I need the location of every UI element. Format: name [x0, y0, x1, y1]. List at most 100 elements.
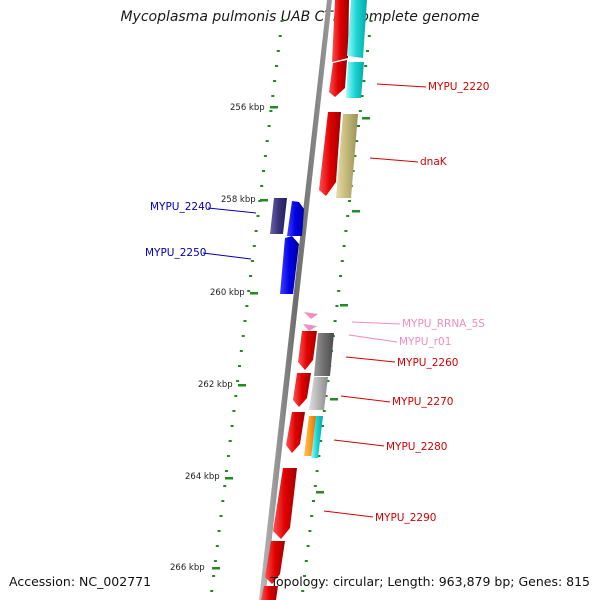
track-dot: [364, 65, 368, 67]
track-dot: [212, 575, 216, 577]
tick-mark: [260, 199, 268, 202]
track-dot: [367, 35, 371, 37]
gene-label: MYPU_r01: [399, 336, 451, 348]
track-dot: [250, 260, 254, 262]
tick-mark: [330, 398, 338, 401]
track-dot: [262, 170, 265, 172]
gene-label: MYPU_2220: [428, 81, 489, 93]
track-dot: [213, 560, 217, 562]
gene-label: MYPU_2270: [392, 396, 453, 408]
gene-arrow: [329, 60, 347, 97]
track-dot: [353, 155, 357, 157]
track-dot: [308, 530, 312, 532]
leader-line: [345, 356, 396, 363]
track-dot: [215, 545, 219, 547]
track-dot: [333, 320, 337, 322]
track-dot: [258, 200, 262, 202]
tick-mark: [238, 384, 246, 387]
track-dot: [278, 35, 282, 37]
scale-ticks: [212, 106, 370, 570]
gene-label: MYPU_2290: [375, 512, 436, 524]
track-dot: [321, 425, 324, 427]
gene-arrow: [265, 541, 285, 584]
track-dot: [322, 410, 326, 412]
rrna-track: [303, 312, 318, 331]
track-dot: [245, 305, 249, 307]
track-dot: [304, 560, 308, 562]
track-dot: [280, 20, 284, 22]
track-dot: [326, 380, 330, 382]
tick-mark: [250, 292, 258, 295]
tick-label: 256 kbp: [230, 103, 265, 113]
tick-mark: [340, 304, 348, 307]
gene-box: [346, 62, 364, 98]
track-dot: [241, 335, 245, 337]
leader-line: [333, 439, 385, 447]
track-dot: [340, 260, 344, 262]
leader-line: [348, 334, 398, 343]
forward-gene-track: [261, 0, 349, 600]
track-dot: [275, 65, 278, 67]
gene-label: MYPU_RRNA_5S: [402, 318, 485, 330]
track-dot: [221, 500, 225, 502]
track-dot: [254, 230, 258, 232]
track-dot: [210, 590, 214, 592]
track-dot: [355, 140, 359, 142]
tick-label: 264 kbp: [185, 472, 220, 482]
tick-label: 266 kbp: [170, 563, 205, 573]
track-dot: [271, 95, 275, 97]
track-dot: [357, 125, 360, 127]
track-dot: [230, 425, 234, 427]
gene-arrow: [286, 412, 305, 453]
track-dot: [234, 395, 238, 397]
track-dot: [301, 590, 305, 592]
gene-label: MYPU_2250: [145, 247, 206, 259]
gene-box: [311, 416, 323, 458]
track-dot: [366, 50, 369, 52]
leader-line: [323, 510, 374, 518]
accession-text: Accession: NC_002771: [9, 574, 152, 589]
track-dot: [252, 245, 256, 247]
leader-line: [340, 395, 391, 403]
track-dot: [226, 455, 230, 457]
colored-gene-track: [304, 0, 367, 458]
genome-backbone: [259, 0, 332, 600]
track-dot: [243, 320, 247, 322]
label-leaders: [202, 83, 427, 518]
gene-box: [309, 377, 328, 410]
track-dot: [238, 365, 241, 367]
tick-label: 262 kbp: [198, 380, 233, 390]
track-dot: [362, 80, 366, 82]
reverse-gene-track: [270, 198, 304, 294]
topology-summary: Topology: circular; Length: 963,879 bp; …: [270, 574, 591, 589]
leader-line: [369, 157, 419, 163]
track-dot: [319, 440, 323, 442]
track-dot: [276, 50, 280, 52]
track-dot: [263, 155, 267, 157]
track-dot: [342, 245, 346, 247]
track-dot: [239, 350, 243, 352]
track-dot: [358, 110, 362, 112]
track-dot: [273, 80, 277, 82]
track-dot: [267, 125, 271, 127]
gene-label: MYPU_2260: [397, 357, 458, 369]
track-dot: [315, 470, 319, 472]
track-dot: [324, 395, 328, 397]
gene-arrow: [273, 468, 297, 539]
track-dot: [337, 290, 341, 292]
leader-line: [351, 321, 401, 325]
gene-box: [336, 114, 358, 198]
gene-arrow: [280, 236, 299, 294]
track-dot: [223, 485, 227, 487]
rrna-arrow: [303, 324, 317, 331]
tick-mark: [316, 491, 324, 494]
track-dot: [317, 455, 321, 457]
tick-label: 260 kbp: [210, 288, 245, 298]
gene-box: [304, 416, 317, 456]
gene-arrow: [261, 586, 278, 600]
track-dot: [260, 185, 264, 187]
track-dot: [339, 275, 342, 277]
track-dot: [256, 215, 260, 217]
gene-box: [270, 198, 287, 234]
